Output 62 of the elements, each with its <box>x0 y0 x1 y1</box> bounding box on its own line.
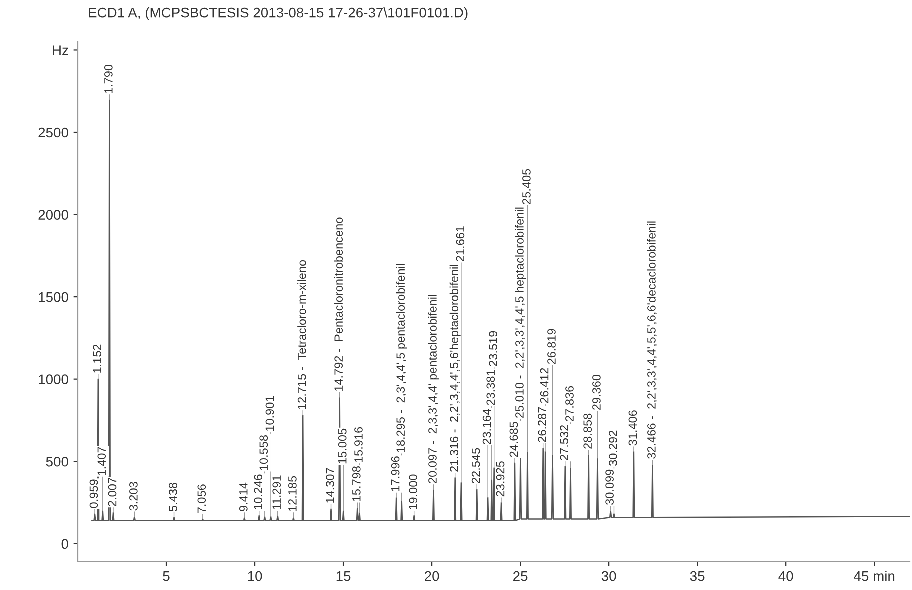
annotation: 1.790 <box>104 64 113 94</box>
annotation: 21.316 - 2,2',3,4,4',5,6'heptaclorobifenil <box>450 265 461 472</box>
annotation: 11.291 <box>272 476 282 510</box>
x-tick-label: 20 <box>425 571 440 582</box>
annotation: 10.558 <box>260 436 268 470</box>
annotation: 24.685 <box>510 422 518 458</box>
annotation: 15.005 <box>338 428 347 464</box>
annotation: 1.407 <box>98 447 106 476</box>
annotation: 3.203 <box>130 482 138 511</box>
annotation: 15.916 <box>354 427 363 462</box>
annotation: 10.901 <box>266 396 274 431</box>
annotation: 0.959 <box>90 480 98 508</box>
annotation: 26.819 <box>548 329 556 364</box>
y-tick-label: Hz <box>53 46 68 56</box>
annotation: 15.798 <box>352 466 361 502</box>
x-tick-label: 25 <box>514 571 528 582</box>
y-tick-label: 2500 <box>38 128 68 138</box>
annotation: 12.185 <box>288 476 297 512</box>
annotation: 18.295 - 2,3',4,4',5 pentaclorobifenil <box>396 264 408 452</box>
x-tick-label: 15 <box>336 572 351 582</box>
annotation: 25.405 <box>522 169 531 204</box>
chart-title: ECD1 A, (MCPSBCTESIS 2013-08-15 17-26-37\101F0101.D) <box>89 8 468 20</box>
annotation: 14.307 <box>326 468 334 503</box>
y-tick-label: 2000 <box>38 210 68 220</box>
annotation: 19.000 <box>409 474 418 510</box>
annotation: 14.792 - Pentacloronitrobenceno <box>334 218 344 391</box>
annotation: 17.996 <box>391 456 400 492</box>
annotation: 31.406 <box>628 410 638 446</box>
annotation: 25.010 - 2,2',3,3',4,4',5 heptaclorobifenil <box>515 208 526 418</box>
annotation: 22.545 <box>472 448 480 484</box>
annotation: 2.007 <box>108 478 117 506</box>
annotation: 32.466 - 2,2',3,3',4,4',5,5',6,6'decaclorobifenil <box>647 222 658 459</box>
annotation: 28.858 <box>584 414 592 449</box>
x-tick-label: 45 min <box>854 571 895 582</box>
x-tick-label: 10 <box>248 571 262 582</box>
annotation: 9.414 <box>239 482 248 512</box>
annotation: 21.661 <box>456 226 465 262</box>
annotation: 23.381 <box>486 370 496 406</box>
annotation: 10.246 <box>254 474 263 510</box>
annotation: 23.925 <box>496 462 505 497</box>
annotation: 26.412 <box>540 368 549 404</box>
annotation: 29.360 <box>592 374 601 410</box>
annotation: 30.292 <box>609 430 618 466</box>
annotation: 27.836 <box>566 386 574 422</box>
annotation: 7.056 <box>198 484 206 514</box>
annotation: 1.152 <box>93 344 102 373</box>
annotation: 12.715 - Tetracloro-m-xileno <box>298 260 306 410</box>
annotation: 27.532 <box>560 425 569 460</box>
y-tick-label: 500 <box>46 456 68 467</box>
annotation: 30.099 <box>606 470 614 505</box>
y-tick-label: 1000 <box>39 374 68 385</box>
y-tick-label: 0 <box>62 539 68 550</box>
annotation: 26.287 <box>538 407 547 442</box>
x-tick-label: 40 <box>778 571 794 582</box>
x-tick-label: 5 <box>163 572 170 582</box>
x-tick-label: 35 <box>690 571 705 582</box>
annotation: 20.097 - 2,3,3',4,4' pentaclorobifenil <box>428 295 440 484</box>
annotation: 5.438 <box>169 482 178 512</box>
annotation: 23.519 <box>489 331 498 366</box>
x-tick-label: 30 <box>602 571 616 582</box>
annotation: 23.164 <box>482 409 492 444</box>
y-tick-label: 1500 <box>39 292 68 302</box>
